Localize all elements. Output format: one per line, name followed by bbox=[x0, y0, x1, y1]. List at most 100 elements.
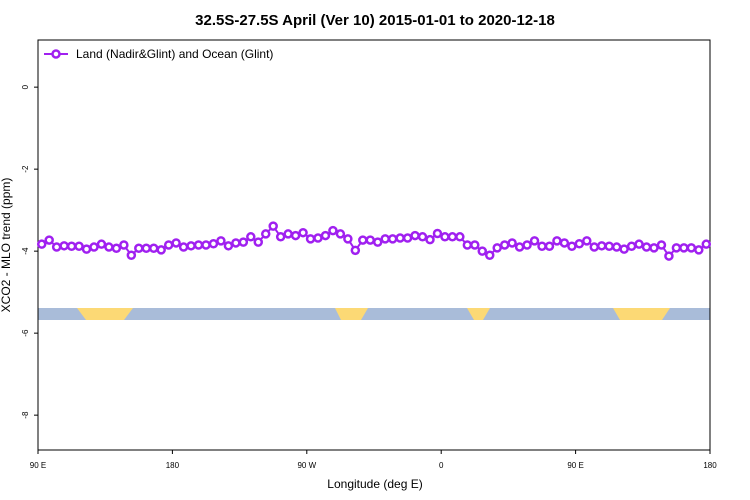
data-point bbox=[350, 245, 361, 256]
data-point bbox=[417, 232, 428, 242]
data-point bbox=[470, 240, 480, 250]
y-tick-label: 0 bbox=[21, 84, 30, 89]
data-point bbox=[559, 238, 570, 248]
data-point bbox=[380, 234, 390, 244]
data-point bbox=[425, 234, 435, 245]
data-point bbox=[223, 241, 234, 251]
data-point bbox=[178, 242, 189, 252]
data-point bbox=[89, 242, 99, 252]
data-point bbox=[246, 232, 256, 242]
data-point bbox=[395, 233, 405, 243]
data-point bbox=[193, 240, 204, 250]
data-point bbox=[656, 240, 667, 250]
data-point bbox=[432, 228, 443, 239]
x-tick-label: 180 bbox=[166, 461, 180, 470]
data-point bbox=[231, 238, 241, 248]
data-point bbox=[544, 241, 555, 251]
data-point bbox=[567, 241, 577, 251]
data-point bbox=[81, 244, 92, 254]
data-point bbox=[171, 238, 181, 248]
chart-title: 32.5S-27.5S April (Ver 10) 2015-01-01 to… bbox=[195, 12, 555, 29]
data-point bbox=[163, 240, 174, 250]
data-point bbox=[440, 232, 450, 242]
data-point bbox=[104, 242, 114, 252]
data-point bbox=[74, 241, 84, 251]
data-point bbox=[492, 243, 502, 253]
data-point bbox=[290, 230, 301, 241]
data-point bbox=[455, 232, 465, 242]
data-point bbox=[148, 243, 159, 254]
data-point bbox=[649, 243, 659, 253]
data-point bbox=[320, 230, 331, 241]
data-point bbox=[626, 241, 637, 251]
data-point bbox=[484, 250, 495, 260]
y-tick-label: -4 bbox=[21, 247, 30, 255]
data-point bbox=[59, 241, 69, 251]
data-point bbox=[402, 233, 413, 243]
data-point bbox=[260, 229, 271, 239]
data-point bbox=[156, 245, 166, 255]
x-tick-label: 90 E bbox=[567, 461, 583, 470]
data-point bbox=[119, 240, 129, 250]
data-point bbox=[335, 229, 346, 239]
data-point bbox=[447, 232, 458, 242]
data-point bbox=[358, 235, 368, 245]
y-tick-label: -6 bbox=[21, 329, 30, 337]
data-point bbox=[66, 241, 77, 251]
data-point bbox=[365, 235, 376, 245]
data-point bbox=[611, 242, 622, 252]
data-point bbox=[694, 245, 704, 255]
data-point bbox=[201, 240, 211, 250]
data-point bbox=[410, 230, 420, 241]
data-point bbox=[208, 239, 219, 249]
data-point bbox=[529, 236, 540, 246]
x-tick-label: 180 bbox=[703, 461, 717, 470]
legend-marker bbox=[51, 49, 61, 59]
data-point bbox=[328, 225, 338, 236]
data-point bbox=[462, 240, 473, 250]
x-tick-label: 0 bbox=[439, 461, 444, 470]
data-point bbox=[604, 241, 614, 251]
data-point bbox=[671, 243, 682, 253]
data-point bbox=[313, 233, 323, 243]
data-point bbox=[141, 243, 152, 254]
data-point bbox=[44, 235, 54, 245]
data-point bbox=[238, 237, 249, 247]
data-point bbox=[641, 242, 652, 252]
data-point bbox=[283, 229, 293, 239]
data-point bbox=[253, 237, 264, 247]
data-point bbox=[275, 232, 286, 242]
data-point bbox=[679, 243, 689, 253]
data-point bbox=[186, 241, 196, 251]
data-point bbox=[477, 246, 488, 256]
data-point bbox=[574, 239, 585, 249]
x-axis-label: Longitude (deg E) bbox=[327, 477, 422, 491]
data-point bbox=[552, 236, 562, 246]
data-point bbox=[134, 243, 144, 254]
data-point bbox=[305, 234, 316, 244]
data-point bbox=[507, 238, 517, 248]
y-tick-label: -8 bbox=[21, 411, 30, 419]
data-point bbox=[664, 251, 674, 261]
x-tick-label: 90 W bbox=[297, 461, 316, 470]
data-point bbox=[36, 239, 47, 249]
data-point bbox=[111, 243, 122, 254]
data-point bbox=[499, 240, 510, 250]
data-point bbox=[298, 227, 308, 238]
data-point bbox=[589, 242, 600, 252]
data-point bbox=[522, 240, 532, 250]
data-point bbox=[514, 242, 525, 252]
legend-label: Land (Nadir&Glint) and Ocean (Glint) bbox=[76, 47, 273, 61]
data-point bbox=[268, 221, 278, 231]
data-point bbox=[387, 234, 398, 244]
data-point bbox=[537, 241, 547, 251]
data-point bbox=[619, 244, 629, 254]
data-point bbox=[343, 234, 353, 244]
data-point bbox=[216, 236, 226, 246]
map-strip bbox=[38, 308, 710, 320]
y-tick-label: -2 bbox=[21, 165, 30, 173]
data-point bbox=[634, 239, 644, 249]
x-tick-label: 90 E bbox=[30, 461, 46, 470]
data-point bbox=[96, 239, 107, 249]
